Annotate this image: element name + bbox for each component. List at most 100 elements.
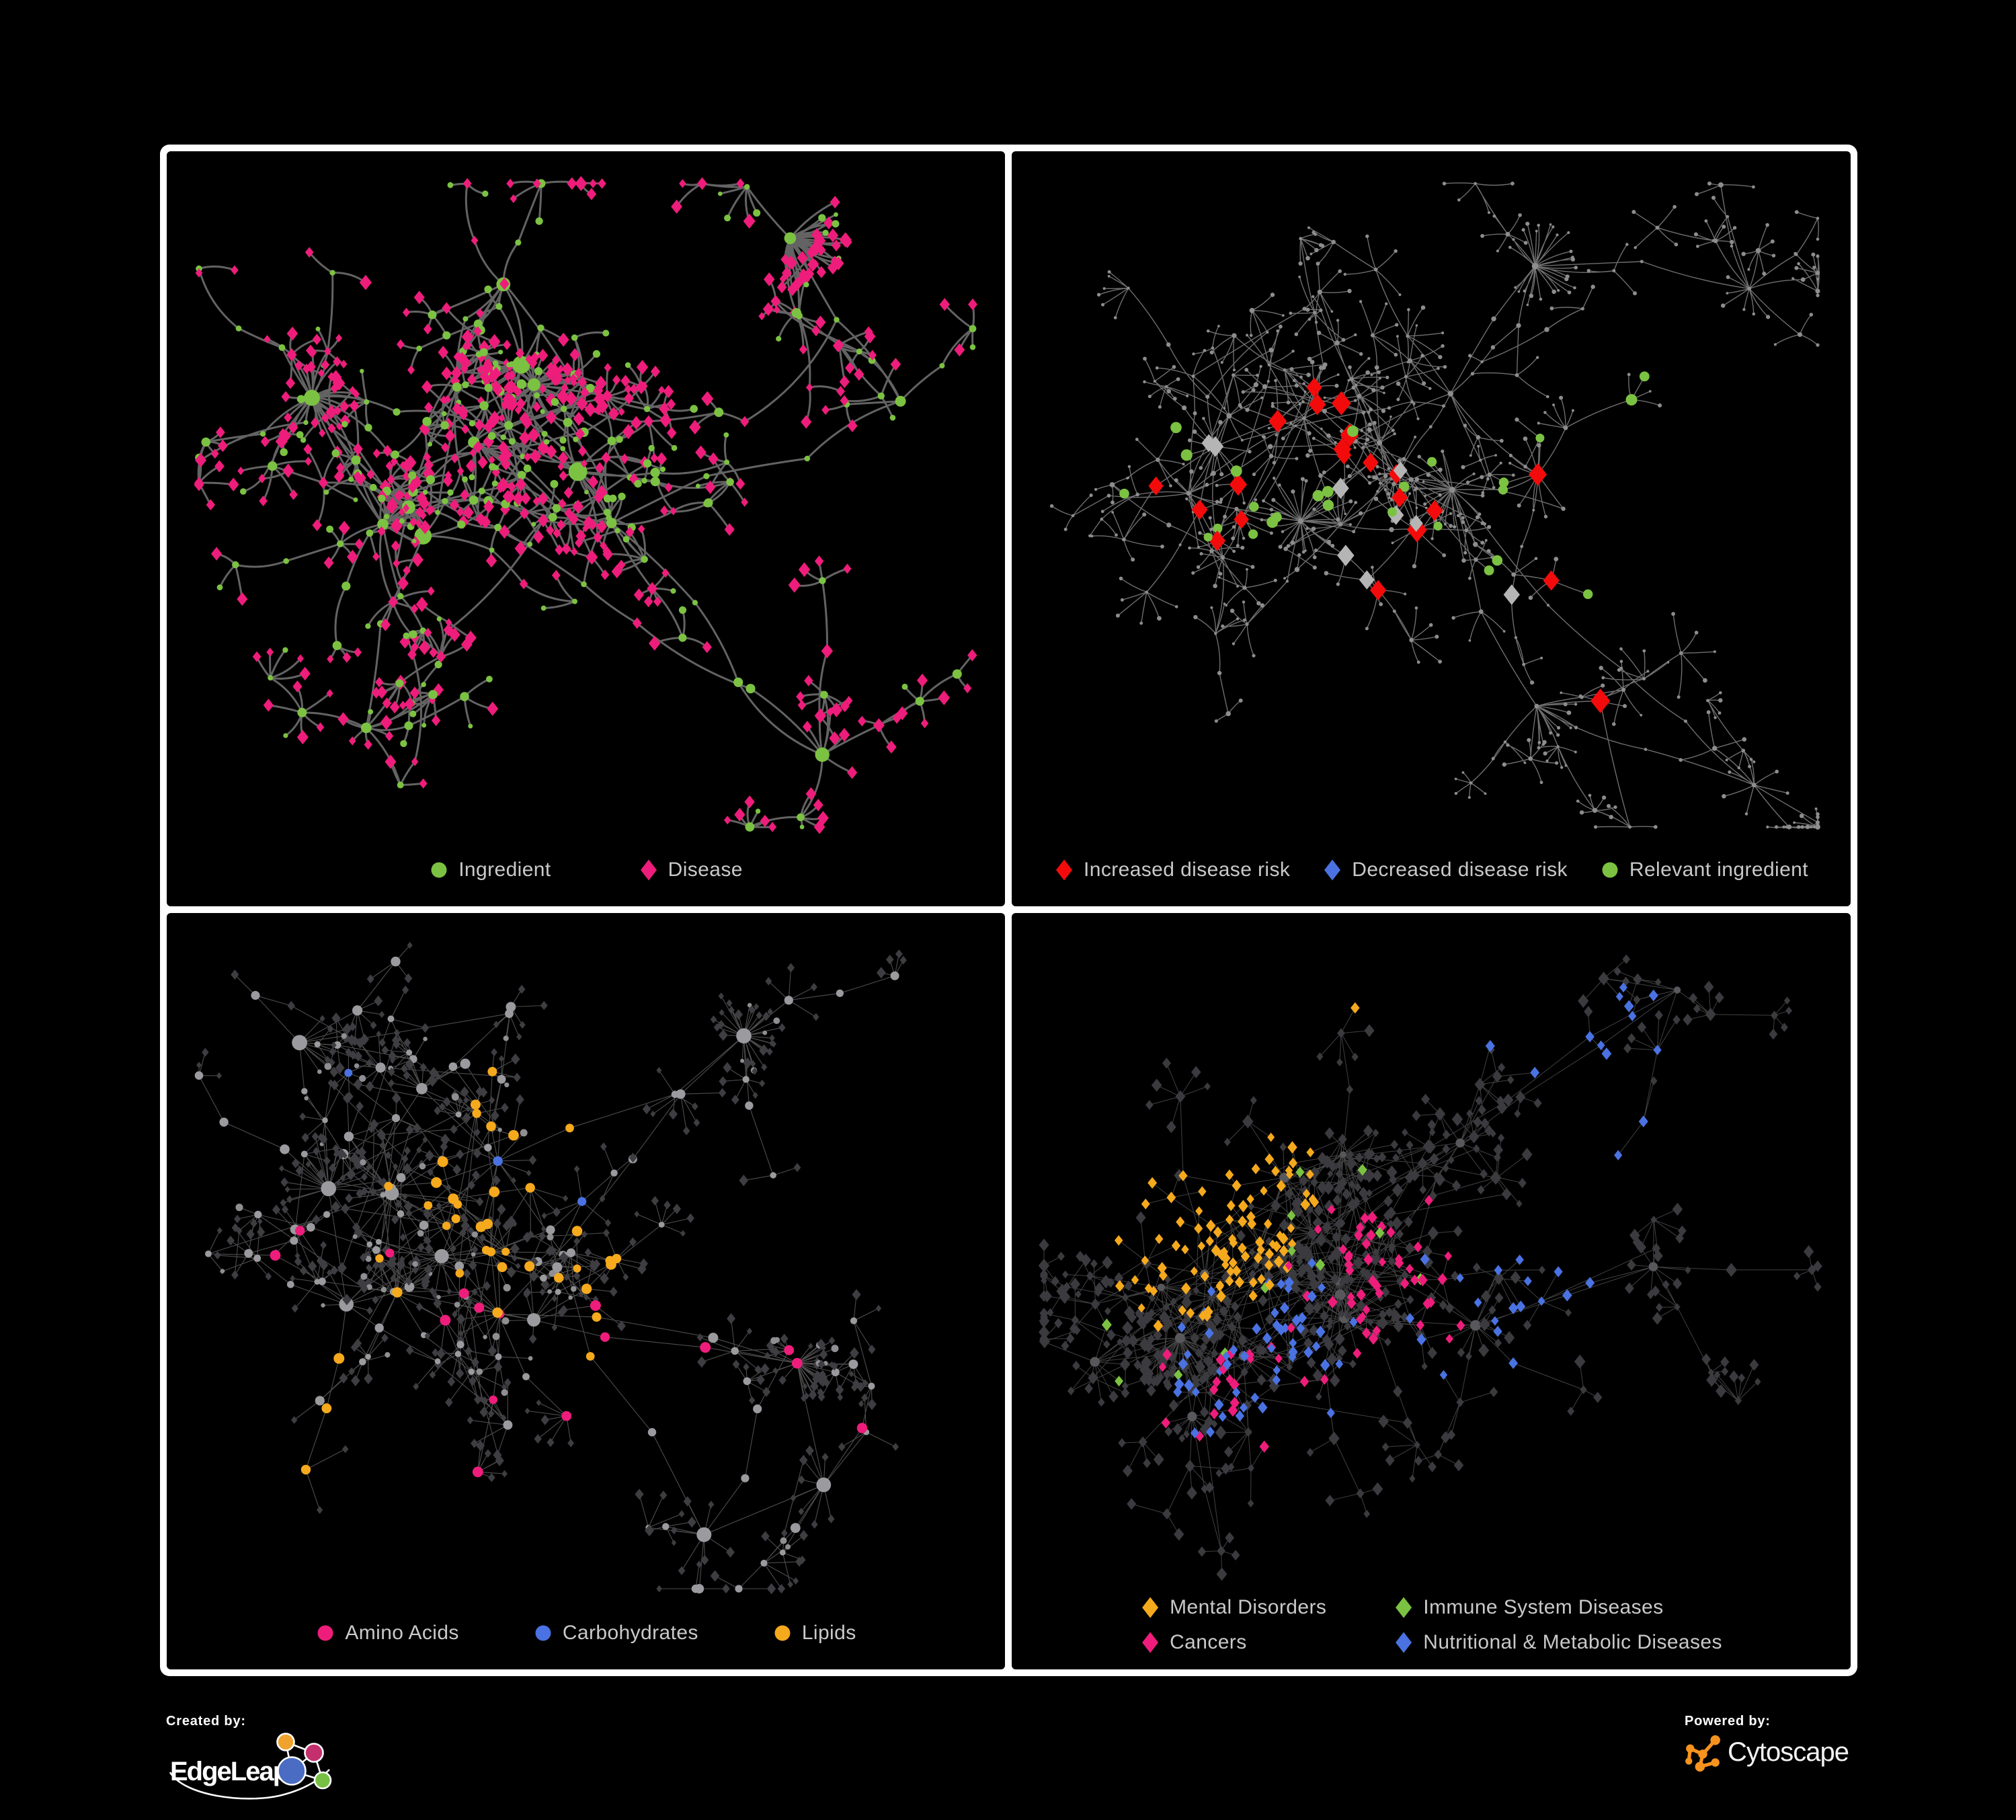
network-node [1220, 555, 1225, 560]
network-node [595, 462, 604, 474]
network-node [801, 415, 812, 429]
highlight-node [1427, 457, 1437, 467]
network-node [1480, 493, 1485, 498]
network-node [1453, 1225, 1463, 1237]
network-node [1049, 504, 1054, 508]
network-node [803, 1392, 809, 1400]
network-node [1703, 678, 1707, 683]
powered-by-label: Powered by: [1685, 1714, 1771, 1729]
network-node [1239, 405, 1243, 409]
network-node [1169, 484, 1172, 487]
highlight-node [1597, 1040, 1605, 1051]
network-node [308, 1260, 317, 1272]
network-node [568, 462, 588, 481]
network-node [1294, 424, 1297, 428]
highlight-node [1225, 1214, 1234, 1225]
network-node [1279, 324, 1283, 329]
network-node [777, 1583, 786, 1594]
network-node [319, 1015, 325, 1022]
network-node [574, 368, 583, 379]
network-node [554, 371, 563, 382]
network-node [1809, 313, 1814, 317]
network-node [1716, 1384, 1727, 1398]
network-node [194, 478, 204, 491]
network-node [506, 1266, 516, 1278]
network-node [366, 469, 375, 480]
network-node [1147, 1334, 1156, 1344]
highlight-node [1354, 1230, 1363, 1241]
network-node [473, 440, 483, 454]
network-node [1810, 826, 1812, 828]
network-node [405, 1124, 414, 1135]
highlight-node [1178, 1170, 1188, 1181]
legend-label: Decreased disease risk [1352, 859, 1568, 881]
network-node [324, 1056, 331, 1064]
network-node [624, 362, 631, 368]
network-node [1176, 377, 1180, 381]
network-node [1193, 411, 1197, 416]
network-node [1714, 992, 1724, 1004]
network-node [1420, 305, 1426, 310]
network-node [1283, 547, 1288, 551]
highlight-node [1638, 1115, 1648, 1127]
highlight-node [1332, 477, 1349, 499]
network-node [1378, 1415, 1389, 1428]
network-node [388, 596, 399, 608]
network-node [811, 325, 821, 337]
network-node [504, 421, 514, 430]
network-node [1221, 624, 1225, 628]
network-node [1225, 711, 1231, 717]
network-node [799, 1454, 808, 1466]
network-node [1576, 799, 1580, 803]
network-node [368, 709, 374, 715]
network-node [802, 1383, 808, 1390]
network-node [1377, 440, 1383, 446]
network-node [519, 430, 531, 446]
highlight-node [501, 1247, 510, 1256]
network-node [1186, 491, 1191, 496]
network-node [1340, 1232, 1351, 1246]
network-node [517, 471, 526, 479]
network-node [817, 1388, 824, 1397]
network-node [1457, 1347, 1465, 1357]
network-node [1270, 292, 1275, 297]
network-node [1693, 232, 1698, 237]
network-node [571, 1285, 577, 1292]
network-node [1385, 375, 1389, 379]
network-node [452, 1310, 458, 1318]
network-node [382, 697, 392, 709]
network-node [820, 690, 828, 699]
network-node [385, 754, 397, 769]
network-node [1465, 1352, 1472, 1361]
network-node [1588, 793, 1592, 797]
network-node [1655, 225, 1660, 230]
network-node [1631, 210, 1636, 214]
highlight-node [455, 1269, 465, 1278]
network-node [512, 1254, 518, 1262]
network-node [740, 1058, 745, 1063]
network-node [1264, 1313, 1275, 1325]
network-node [1481, 491, 1485, 495]
network-node [1815, 824, 1820, 830]
network-node [1381, 1442, 1389, 1452]
highlight-node [1226, 1266, 1235, 1277]
network-node [1557, 288, 1560, 292]
network-node [1438, 493, 1442, 497]
network-node [1309, 360, 1315, 364]
network-node [251, 990, 260, 1000]
network-node [1653, 825, 1658, 829]
network-node [258, 473, 266, 483]
network-node [770, 1040, 776, 1047]
network-node [385, 461, 394, 471]
network-node [1556, 745, 1560, 748]
highlight-node [1378, 1257, 1386, 1267]
network-node [506, 1002, 516, 1012]
network-node [1298, 403, 1301, 406]
network-node [404, 697, 415, 711]
network-node [1317, 1181, 1328, 1194]
network-node [469, 1260, 477, 1271]
highlight-node [1131, 1275, 1139, 1285]
network-node [506, 178, 514, 189]
network-node [1215, 483, 1219, 487]
highlight-node [1174, 1369, 1183, 1381]
